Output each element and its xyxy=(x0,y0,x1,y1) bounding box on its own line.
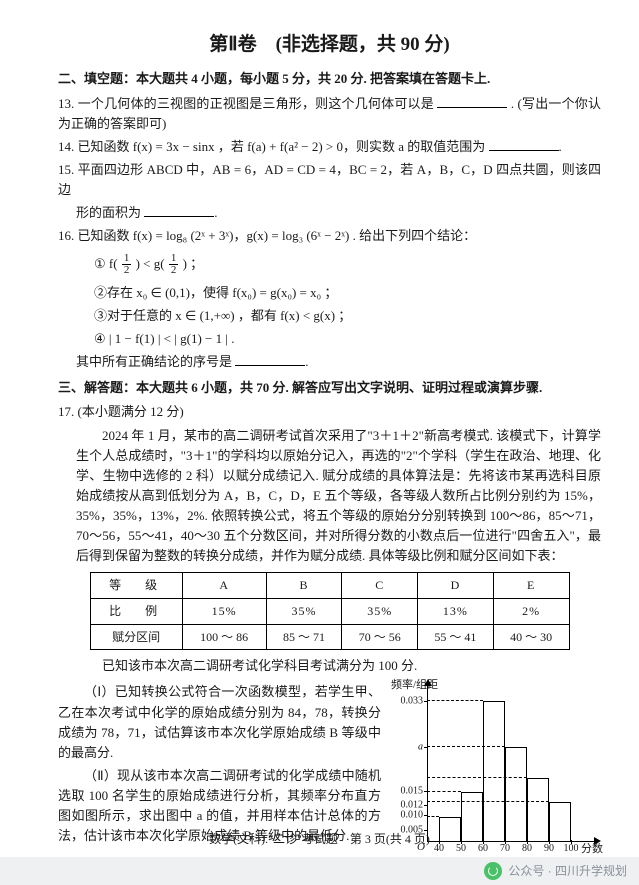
y-tick-label: 0.033 xyxy=(401,694,424,710)
page-footer: 数学(文科)."二诊"考试题 第 3 页(共 4 页) xyxy=(0,830,639,849)
blank xyxy=(489,138,559,151)
td: 100 ～ 86 xyxy=(182,624,266,650)
y-tick-label: a xyxy=(418,740,423,756)
dashed-line xyxy=(427,746,505,747)
histogram-bar xyxy=(483,701,505,842)
t: ) ； xyxy=(183,256,204,271)
wechat-icon xyxy=(484,862,502,880)
q15-text2: 形的面积为 xyxy=(76,205,141,220)
section-2-head: 二、填空题：本大题共 4 小题，每小题 5 分，共 20 分. 把答案填在答题卡… xyxy=(58,69,601,89)
question-17-head: 17. (本小题满分 12 分) xyxy=(58,402,601,422)
th-d: D xyxy=(418,573,494,599)
table-row-ratio: 比 例 15% 35% 35% 13% 2% xyxy=(90,599,569,625)
q16-end-text: 其中所有正确结论的序号是 xyxy=(76,354,232,369)
q15-text: 15. 平面四边形 ABCD 中，AB = 6，AD = CD = 4，BC =… xyxy=(58,162,601,197)
td: 2% xyxy=(493,599,569,625)
y-tick xyxy=(424,747,428,748)
th-grade: 等 级 xyxy=(90,573,182,599)
q16-item-4: ④ | 1 − f(1) | < | g(1) − 1 | . xyxy=(58,329,601,349)
table-row-head: 等 级 A B C D E xyxy=(90,573,569,599)
q16-item-2: ②存在 x₀ ∈ (0,1)，使得 f(x₀) = g(x₀) = x₀ ； xyxy=(58,283,601,303)
q17-known: 已知该市本次高二调研考试化学科目考试满分为 100 分. xyxy=(58,656,601,676)
q16-item-1: ① f( 12 ) < g( 12 ) ； xyxy=(58,253,601,277)
table-row-range: 赋分区间 100 ～ 86 85 ～ 71 70 ～ 56 55 ～ 41 40… xyxy=(90,624,569,650)
y-arrow-icon xyxy=(424,679,432,686)
section-3-head: 三、解答题：本大题共 6 小题，共 70 分. 解答应写出文字说明、证明过程或演… xyxy=(58,378,601,398)
exam-page: 第Ⅱ卷 (非选择题，共 90 分) 二、填空题：本大题共 4 小题，每小题 5 … xyxy=(0,0,639,885)
y-axis xyxy=(427,684,428,842)
q16-item-3: ③对于任意的 x ∈ (1,+∞) ，都有 f(x) < g(x) ； xyxy=(58,306,601,326)
question-16: 16. 已知函数 f(x) = log₈ (2ˣ + 3ˣ)，g(x) = lo… xyxy=(58,226,601,246)
question-15-cont: 形的面积为 . xyxy=(58,203,601,223)
dashed-line xyxy=(427,700,483,701)
q16-end: 其中所有正确结论的序号是 . xyxy=(58,352,601,372)
td: 35% xyxy=(342,599,418,625)
fraction-half: 12 xyxy=(169,253,179,277)
y-tick xyxy=(424,805,428,806)
question-14: 14. 已知函数 f(x) = 3x − sinx ，若 f(a) + f(a²… xyxy=(58,137,601,157)
dashed-line xyxy=(427,801,549,802)
histogram-bar xyxy=(505,747,527,842)
question-17-body: 2024 年 1 月，某市的高二调研考试首次采用了"3＋1＋2"新高考模式. 该… xyxy=(58,426,601,567)
td: 15% xyxy=(182,599,266,625)
q17-part-i: （Ⅰ）已知转换公式符合一次函数模型，若学生甲、乙在本次考试中化学的原始成绩分别为… xyxy=(58,682,381,763)
td: 85 ～ 71 xyxy=(266,624,342,650)
td: 40 ～ 30 xyxy=(493,624,569,650)
dashed-line xyxy=(427,791,461,792)
th-a: A xyxy=(182,573,266,599)
watermark-strip: 公众号 · 四川升学规划 xyxy=(0,857,639,885)
grade-table: 等 级 A B C D E 比 例 15% 35% 35% 13% 2% 赋分区… xyxy=(90,572,570,650)
fraction-half: 12 xyxy=(122,253,132,277)
td: 70 ～ 56 xyxy=(342,624,418,650)
th-c: C xyxy=(342,573,418,599)
blank xyxy=(144,204,214,217)
td: 55 ～ 41 xyxy=(418,624,494,650)
watermark-text: 公众号 · 四川升学规划 xyxy=(508,862,627,881)
t: ) < g( xyxy=(136,256,165,271)
blank xyxy=(437,95,507,108)
question-15: 15. 平面四边形 ABCD 中，AB = 6，AD = CD = 4，BC =… xyxy=(58,160,601,200)
td: 比 例 xyxy=(90,599,182,625)
th-b: B xyxy=(266,573,342,599)
question-13: 13. 一个几何体的三视图的正视图是三角形，则这个几何体可以是 . (写出一个你… xyxy=(58,94,601,134)
y-tick xyxy=(424,701,428,702)
t: ① f( xyxy=(94,256,118,271)
page-title: 第Ⅱ卷 (非选择题，共 90 分) xyxy=(58,30,601,59)
td: 35% xyxy=(266,599,342,625)
blank xyxy=(235,353,305,366)
th-e: E xyxy=(493,573,569,599)
y-tick-label: 0.010 xyxy=(401,808,424,824)
td: 赋分区间 xyxy=(90,624,182,650)
dashed-line xyxy=(427,777,527,778)
td: 13% xyxy=(418,599,494,625)
dashed-line xyxy=(427,816,439,817)
q13-text: 13. 一个几何体的三视图的正视图是三角形，则这个几何体可以是 xyxy=(58,96,434,111)
q14-text: 14. 已知函数 f(x) = 3x − sinx ，若 f(a) + f(a²… xyxy=(58,139,485,154)
